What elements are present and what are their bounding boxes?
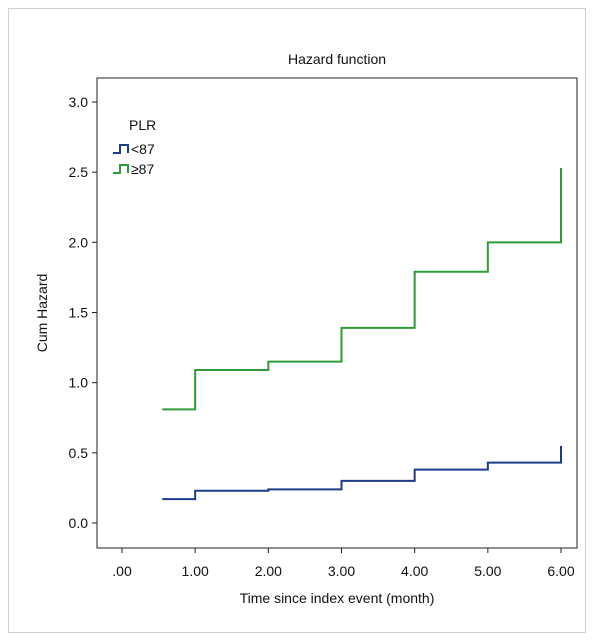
series-line-1 — [162, 167, 562, 411]
series-layer — [162, 167, 562, 501]
x-tick-label: 4.00 — [401, 563, 428, 579]
x-tick-label: 2.00 — [255, 563, 282, 579]
y-tick-label: 0.5 — [69, 445, 89, 461]
legend-swatch-1 — [113, 164, 129, 174]
x-axis-label: Time since index event (month) — [240, 590, 435, 606]
chart-title: Hazard function — [288, 51, 386, 67]
y-tick-label: 1.5 — [69, 305, 89, 321]
y-tick-label: 2.5 — [69, 164, 89, 180]
y-tick-label: 3.0 — [69, 94, 89, 110]
x-tick-label: 5.00 — [474, 563, 501, 579]
x-tick-label: 6.00 — [547, 563, 574, 579]
y-tick-label: 1.0 — [69, 375, 89, 391]
x-axis: .00 1.00 2.00 3.00 4.00 5.00 6.00 — [112, 548, 575, 579]
y-axis-label: Cum Hazard — [34, 274, 50, 353]
legend-title: PLR — [129, 117, 156, 133]
plot-area — [96, 77, 578, 549]
legend: PLR <87 ≥87 — [113, 117, 156, 177]
legend-label-1: ≥87 — [131, 161, 154, 177]
x-tick-label: 3.00 — [328, 563, 355, 579]
figure-frame — [8, 8, 586, 633]
legend-swatch-0 — [113, 144, 129, 154]
y-axis: 0.0 0.5 1.0 1.5 2.0 2.5 3.0 — [69, 94, 97, 531]
x-tick-label: 1.00 — [182, 563, 209, 579]
y-tick-label: 0.0 — [69, 515, 89, 531]
series-line-0 — [162, 445, 562, 501]
y-tick-label: 2.0 — [69, 234, 89, 250]
legend-label-0: <87 — [131, 141, 155, 157]
x-tick-label: .00 — [112, 563, 132, 579]
